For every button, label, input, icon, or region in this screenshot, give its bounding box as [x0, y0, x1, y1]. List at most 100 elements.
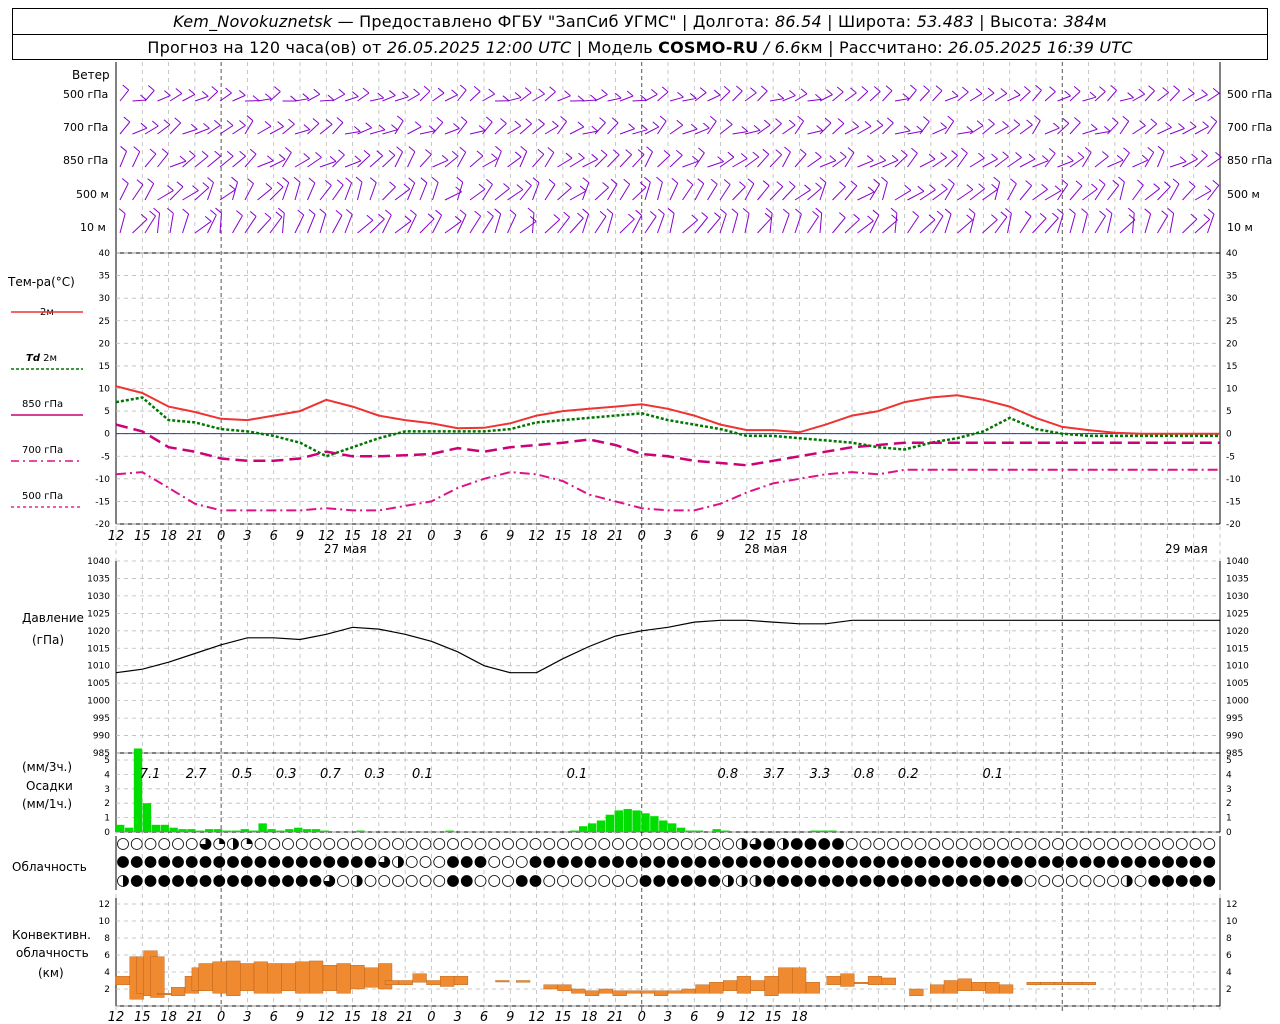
wind-barb [257, 160, 274, 168]
cloud-symbol [928, 856, 941, 868]
wind-barb [144, 183, 155, 201]
wind-barb-flag [1028, 153, 1036, 160]
wind-barb [632, 99, 647, 102]
wind-barb [1207, 121, 1218, 135]
cloud-fill [246, 838, 253, 844]
cloud-symbol [722, 838, 734, 850]
wind-barb-flag [639, 182, 647, 188]
cloud-symbol [227, 875, 239, 887]
cloud-symbol [1010, 856, 1023, 868]
wind-barb-flag [478, 125, 486, 131]
wind-barb [344, 214, 353, 234]
pressure-ytick-left: 1005 [87, 679, 110, 689]
wind-barb [207, 91, 219, 102]
cloud-symbol [804, 838, 817, 850]
wind-barb-flag [657, 208, 665, 215]
wind-barb [719, 213, 727, 234]
wind-barb-flag [454, 215, 462, 222]
wind-barb [257, 217, 272, 234]
temp-ytick-right: 5 [1226, 407, 1232, 417]
wind-barb-flag [1202, 121, 1209, 127]
pressure-ytick-right: 1000 [1226, 697, 1249, 707]
temp-xtick: 21 [187, 529, 204, 544]
wind-barb [1032, 188, 1048, 201]
conv-cloud-bar [985, 982, 1000, 994]
altitude-unit: м [1094, 12, 1107, 31]
wind-barb-flag [203, 122, 210, 129]
precip-bar [133, 748, 143, 832]
wind-barb [644, 151, 653, 168]
wind-barb [319, 99, 335, 102]
wind-barb [944, 213, 952, 234]
wind-barb [982, 123, 995, 135]
altitude-value: 384 [1063, 12, 1095, 31]
wind-barb [894, 98, 909, 102]
conv-cloud-bar [957, 978, 972, 991]
wind-barb [332, 122, 344, 135]
wind-barb-flag [873, 86, 881, 92]
wind-barb-flag [149, 148, 157, 155]
conv-cloud-bar [681, 988, 696, 994]
conv-cloud-bar [1081, 982, 1097, 985]
wind-barb [557, 216, 571, 234]
precip-bar [578, 826, 588, 832]
wind-barb [157, 95, 171, 102]
cloud-symbol [433, 856, 446, 868]
conv-cloud-bar [398, 980, 413, 985]
wind-barb-flag [663, 150, 671, 156]
pressure-title: Давление [22, 611, 84, 625]
wind-barb [1044, 91, 1056, 102]
wind-barb [732, 158, 748, 168]
wind-barb-flag [1049, 86, 1056, 93]
conv-cloud-bar [840, 973, 855, 987]
temp-xtick: 0 [638, 529, 646, 544]
cloud-symbol [667, 875, 679, 887]
cloud-symbol [1093, 856, 1106, 868]
cloud-symbol [323, 838, 336, 850]
wind-barb [119, 151, 128, 168]
wind-barb-flag [1188, 88, 1195, 94]
wind-barb-flag [487, 210, 494, 217]
wind-barb-flag [355, 176, 363, 183]
temp-xtick: 0 [427, 529, 435, 544]
conv-cloud-bar [543, 984, 558, 990]
wind-barb [482, 215, 494, 234]
wind-barb-flag [190, 123, 198, 130]
wind-barb-flag [1074, 117, 1081, 123]
wind-barb [782, 151, 791, 168]
wind-barb-flag [1127, 92, 1134, 99]
wind-barb-flag [408, 146, 416, 153]
cloud-symbol [144, 838, 157, 850]
wind-level-700hpa-left: 700 гПа [63, 121, 109, 134]
cloud-symbol [680, 838, 693, 850]
wind-barb-flag [1190, 213, 1198, 220]
precip-bar [151, 824, 161, 832]
wind-barb-flag [1000, 88, 1008, 94]
wind-barb [907, 89, 917, 102]
wind-barb-flag [1138, 88, 1146, 95]
cloud-symbol [130, 856, 143, 868]
wind-barb-flag [1110, 85, 1117, 91]
wind-barb-flag [164, 90, 171, 96]
wind-barb [957, 152, 968, 168]
cloud-symbol [570, 875, 583, 887]
wind-barb-flag [1123, 147, 1130, 154]
precip-ytick-right: 5 [1226, 756, 1232, 766]
conv-cloud-bar [150, 956, 165, 998]
wind-barb [732, 213, 739, 234]
cloud-symbol [790, 875, 803, 887]
cloud-symbol [172, 875, 184, 887]
wind-barb-flag [413, 88, 420, 95]
wind-barb-flag [460, 116, 468, 123]
temp-ytick-left: -15 [95, 497, 110, 507]
cloud-symbol [845, 875, 858, 887]
cloud-symbol [1120, 856, 1133, 868]
conv-cloud-bar [695, 984, 710, 994]
wind-barb [957, 219, 973, 234]
cloud-symbol [845, 856, 858, 868]
cloud-symbol [172, 838, 184, 850]
wind-barb-flag [1099, 86, 1106, 93]
temp-xtick: 18 [160, 529, 177, 544]
wind-barb-flag [1015, 152, 1022, 158]
wind-barb-flag [1162, 87, 1169, 93]
